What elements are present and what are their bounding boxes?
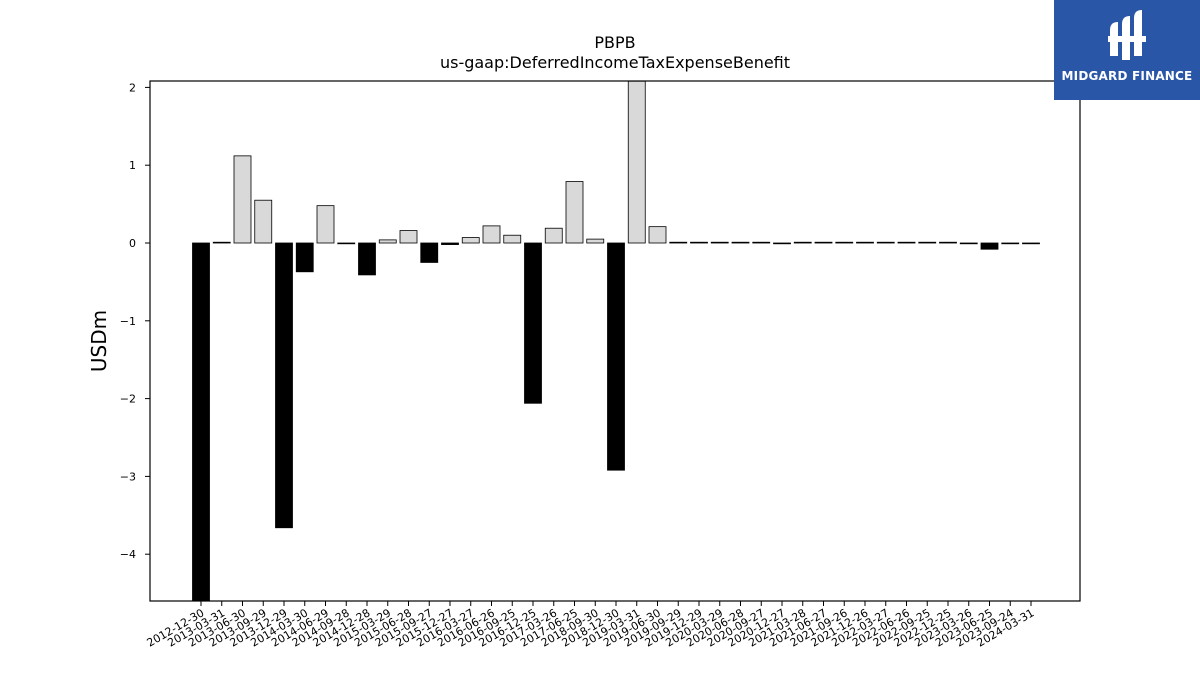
bar: [731, 241, 750, 244]
bar: [648, 226, 667, 244]
bar: [607, 242, 625, 471]
bars-group: [192, 80, 1040, 602]
bar: [1022, 242, 1040, 245]
bar: [358, 242, 376, 276]
bar: [897, 241, 916, 244]
chart-title: PBPB: [594, 33, 635, 52]
bar: [378, 239, 397, 244]
bar: [316, 205, 335, 244]
bar: [441, 242, 459, 245]
bar: [565, 181, 584, 244]
bar: [627, 80, 646, 244]
bar: [835, 241, 854, 244]
bar: [773, 242, 791, 245]
y-tick-label: −4: [120, 548, 136, 561]
bar: [959, 242, 978, 245]
bar: [337, 242, 356, 245]
bar: [399, 230, 418, 244]
midgard-logo-icon: [1108, 10, 1146, 60]
y-tick-label: −2: [120, 393, 136, 406]
bar: [192, 242, 210, 602]
bar: [254, 199, 273, 244]
y-tick-label: 2: [129, 81, 136, 94]
bar: [544, 227, 563, 244]
bar: [752, 241, 771, 244]
bar: [233, 155, 252, 244]
bar: [420, 242, 439, 263]
bar: [482, 225, 501, 244]
bar: [275, 242, 293, 529]
y-axis: 2 1 0 −1 −2 −3 −4: [120, 81, 150, 561]
bar: [814, 241, 833, 244]
bar: [212, 241, 231, 244]
bar: [690, 241, 708, 244]
y-tick-label: −1: [120, 315, 136, 328]
bar: [793, 241, 812, 244]
y-tick-label: 0: [129, 237, 136, 250]
bar: [669, 241, 688, 244]
bar: [524, 242, 542, 404]
bar: [918, 241, 937, 244]
bar: [586, 238, 605, 244]
bar: [856, 241, 874, 244]
bar: [876, 241, 895, 244]
y-tick-label: 1: [129, 159, 136, 172]
plot-frame: [149, 80, 1081, 602]
bar: [295, 242, 314, 273]
bar: [939, 241, 957, 244]
bar: [980, 242, 999, 250]
bar: [461, 237, 480, 244]
chart-subtitle: us-gaap:DeferredIncomeTaxExpenseBenefit: [440, 53, 790, 72]
x-axis: 2012-12-302013-03-312013-06-302013-09-29…: [145, 601, 1037, 650]
bar: [710, 241, 729, 244]
y-tick-label: −3: [120, 470, 136, 483]
logo-text: MIDGARD FINANCE: [1061, 69, 1193, 83]
brand-logo: MIDGARD FINANCE: [1054, 0, 1200, 100]
bar: [1001, 242, 1020, 245]
y-axis-label: USDm: [87, 310, 111, 372]
bar: [503, 234, 522, 244]
